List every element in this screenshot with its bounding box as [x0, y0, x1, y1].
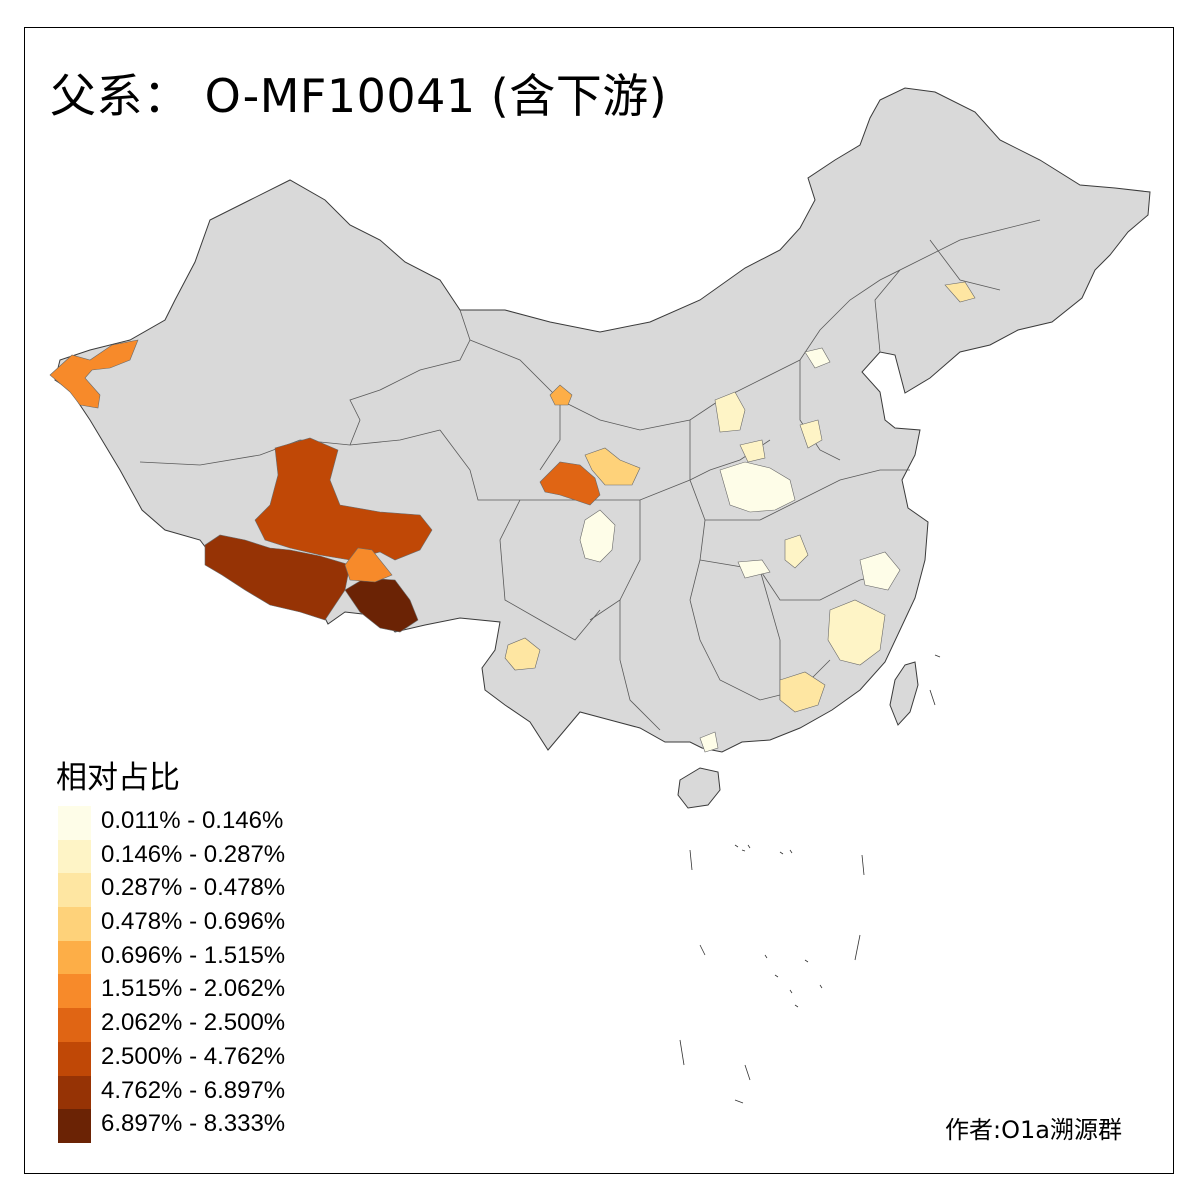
region-yunnan [504, 637, 541, 671]
legend-label: 0.011% - 0.146% [101, 807, 284, 834]
region-tibet-central [344, 547, 393, 583]
region-henan [719, 461, 796, 513]
legend-label: 0.287% - 0.478% [101, 874, 286, 902]
region-hubei [784, 534, 809, 569]
south-sea-islands [679, 654, 941, 1104]
legend-swatch [58, 1008, 91, 1043]
taiwan-island [889, 661, 919, 726]
legend-swatch [58, 873, 91, 908]
map-frame [24, 27, 1174, 1174]
data-regions [49, 281, 976, 753]
legend-label: 2.062% - 2.500% [101, 1009, 286, 1037]
region-hunan [737, 559, 771, 579]
legend-label: 0.696% - 1.515% [101, 941, 286, 969]
legend-swatch [58, 974, 91, 1009]
legend-swatch [58, 907, 91, 942]
region-guangxi [699, 731, 719, 753]
hainan-island [677, 767, 721, 809]
legend-label: 4.762% - 6.897% [101, 1076, 286, 1104]
region-tibet-north [254, 437, 433, 561]
region-hebei [799, 419, 823, 449]
legend-label: 1.515% - 2.062% [101, 975, 286, 1003]
region-gansu [539, 461, 601, 506]
region-jiangsu [859, 551, 901, 591]
author-credit: 作者:O1a溯源群 [945, 1116, 1122, 1144]
legend-label: 0.478% - 0.696% [101, 908, 286, 936]
legend-swatch [58, 1075, 91, 1110]
region-jilin [944, 281, 976, 303]
legend-swatch [58, 806, 91, 840]
region-ili [49, 339, 139, 409]
legend-swatch [58, 940, 91, 975]
region-ningxia [584, 447, 641, 486]
legend-title: 相对占比 [56, 760, 180, 796]
legend-label: 2.500% - 4.762% [101, 1042, 286, 1070]
map-title: 父系： O-MF10041 (含下游) [50, 69, 668, 123]
mainland-region [54, 87, 1151, 753]
region-fujian [827, 599, 886, 666]
legend-label: 0.146% - 0.287% [101, 840, 286, 868]
legend-swatch [58, 1041, 91, 1076]
legend-swatch [58, 1109, 91, 1144]
region-inner-mongolia [549, 384, 573, 406]
region-guangdong [779, 671, 826, 713]
region-shaanxi [739, 439, 766, 463]
legend-swatch [58, 839, 91, 874]
region-beijing [804, 347, 831, 369]
region-tibet-southwest [204, 534, 351, 621]
legend-label: 6.897% - 8.333% [101, 1110, 286, 1138]
region-sichuan [579, 509, 616, 563]
region-shanxi [714, 391, 746, 433]
